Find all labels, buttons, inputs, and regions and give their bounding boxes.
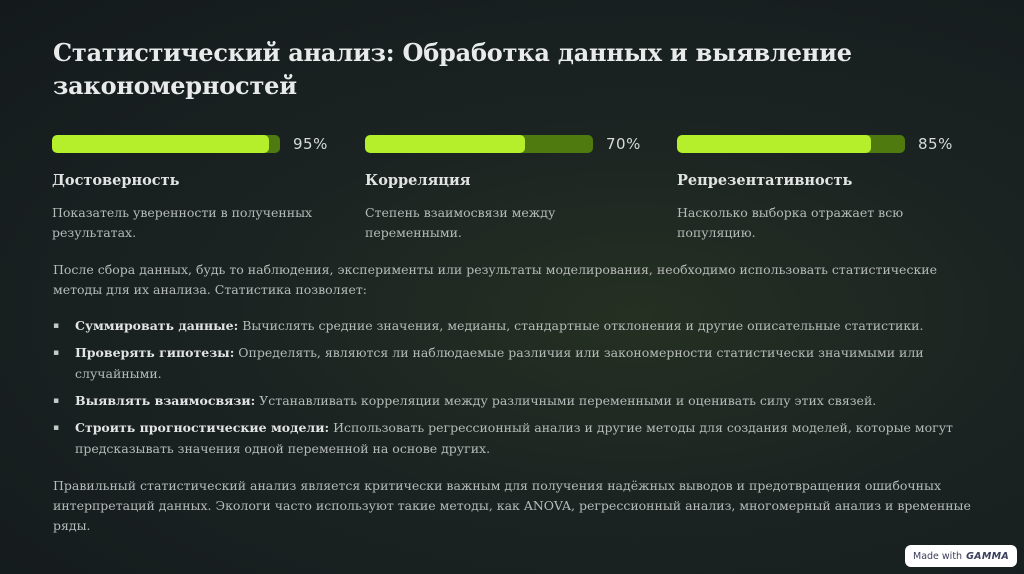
page-title: Статистический анализ: Обработка данных … [53,38,852,100]
list-item: Суммировать данные: Вычислять средние зн… [53,316,973,337]
bullet-text: Использовать регрессионный анализ и друг… [75,420,953,456]
progress-fill-representativeness [677,135,871,153]
bullet-text: Определять, являются ли наблюдаемые разл… [75,345,924,381]
progress-bar-reliability [52,135,280,153]
metric-description-correlation: Степень взаимосвязи между переменными. [365,205,556,240]
metric-reliability: 95% Достоверность Показатель уверенности… [52,135,352,240]
list-item: Проверять гипотезы: Определять, являются… [53,343,973,384]
bullet-term: Строить прогностические модели: [75,420,330,435]
bullet-text: Устанавливать корреляции между различным… [255,393,877,408]
made-with-gamma-badge[interactable]: Made with GAMMA [905,545,1017,567]
bullet-term: Суммировать данные: [75,318,239,333]
intro-paragraph: После сбора данных, будь то наблюдения, … [53,262,937,297]
bullet-term: Проверять гипотезы: [75,345,235,360]
metric-representativeness: 85% Репрезентативность Насколько выборка… [677,135,977,240]
list-item: Выявлять взаимосвязи: Устанавливать корр… [53,391,973,412]
gamma-logo: GAMMA [966,550,1009,562]
list-item: Строить прогностические модели: Использо… [53,418,973,459]
metric-correlation: 70% Корреляция Степень взаимосвязи между… [365,135,665,240]
progress-bar-correlation [365,135,593,153]
bullet-term: Выявлять взаимосвязи: [75,393,256,408]
percent-correlation: 70% [606,135,641,153]
metric-label-correlation: Корреляция [365,172,471,189]
metric-label-representativeness: Репрезентативность [677,172,853,189]
metric-description-representativeness: Насколько выборка отражает всю популяцию… [677,205,904,240]
metric-label-reliability: Достоверность [52,172,180,189]
conclusion-paragraph: Правильный статистический анализ являетс… [53,478,971,533]
percent-reliability: 95% [293,135,328,153]
progress-bar-representativeness [677,135,905,153]
badge-prefix: Made with [913,550,963,562]
bullet-text: Вычислять средние значения, медианы, ста… [238,318,924,333]
progress-fill-correlation [365,135,525,153]
metric-description-reliability: Показатель уверенности в полученных резу… [52,205,313,240]
progress-fill-reliability [52,135,269,153]
percent-representativeness: 85% [918,135,953,153]
